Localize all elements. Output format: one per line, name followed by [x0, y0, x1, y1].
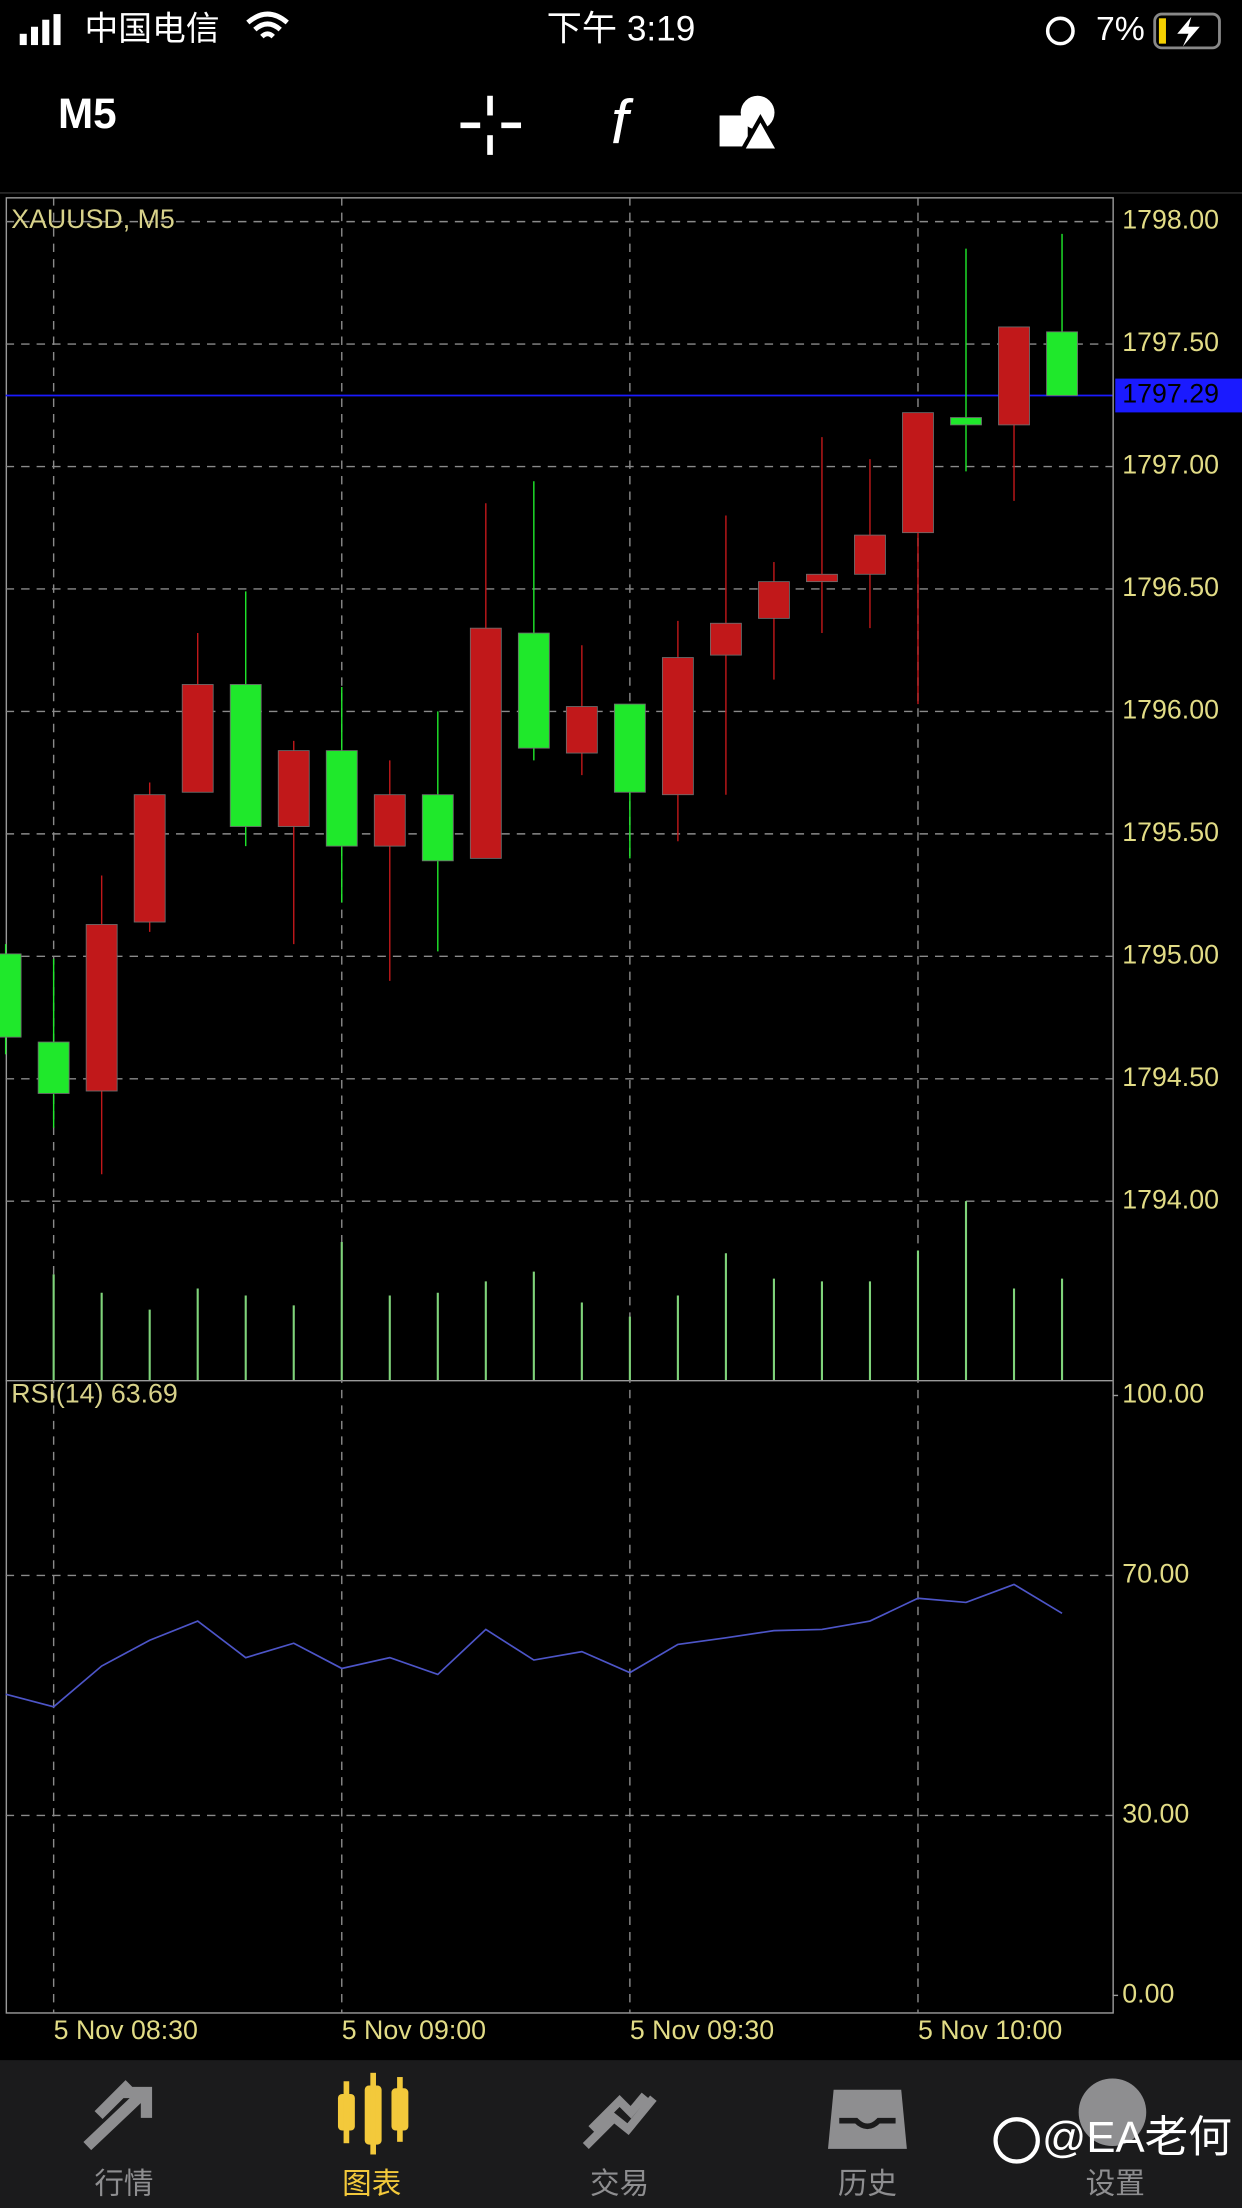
y-tick-label: 1798.00 [1122, 205, 1219, 235]
candle-body [902, 412, 934, 534]
y-tick-label: 70.00 [1122, 1559, 1189, 1589]
candle [613, 703, 646, 859]
candle [902, 412, 934, 705]
y-tick-label: 1797.00 [1122, 450, 1219, 480]
candle-body [373, 794, 406, 847]
candle [517, 481, 550, 761]
candle [325, 686, 358, 903]
candle [421, 711, 454, 952]
candle [133, 782, 166, 932]
tab-icons [83, 2072, 1147, 2155]
candle-body [758, 581, 790, 619]
chart-title: XAUUSD, M5 [11, 204, 175, 234]
candle-body [277, 750, 310, 827]
tab-label[interactable]: 历史 [838, 2167, 897, 2200]
rsi-title: RSI(14) 63.69 [11, 1379, 178, 1409]
candle [709, 515, 742, 795]
current-price-label: 1797.29 [1122, 379, 1219, 409]
y-tick-label: 100.00 [1122, 1379, 1204, 1409]
tab-label[interactable]: 行情 [94, 2167, 153, 2200]
candle [854, 459, 886, 629]
chart-layer: 1798.00 1797.50 1797.00 1796.50 1796.00 1795.… [0, 197, 1242, 2045]
candle-body [854, 534, 886, 575]
x-tick-label: 5 Nov 09:00 [342, 2015, 486, 2045]
candle-body [1046, 331, 1078, 396]
candle [373, 760, 406, 981]
candle [998, 326, 1030, 501]
battery-percent: 7% [1096, 10, 1145, 48]
candle-body [517, 632, 550, 749]
y-tick-label: 30.00 [1122, 1798, 1189, 1828]
tab-label[interactable]: 设置 [1086, 2167, 1145, 2200]
watermark: @EA老何 [993, 2113, 1232, 2164]
candle-body [565, 706, 598, 754]
candle-body [181, 684, 214, 793]
y-tick-label: 1796.00 [1122, 694, 1219, 724]
candle-body [133, 794, 166, 923]
candle-body [950, 417, 982, 426]
watermark-text: @EA老何 [1042, 2113, 1232, 2162]
candle [277, 740, 310, 945]
crosshair-icon[interactable] [460, 95, 522, 155]
candle-body [325, 750, 358, 847]
current-price-box [1115, 378, 1242, 413]
chart-frame [5, 197, 1114, 2014]
candle [806, 437, 838, 634]
candle [37, 958, 70, 1128]
candle [950, 248, 982, 472]
candle-body [229, 684, 262, 827]
timeframe[interactable]: M5 [58, 90, 117, 137]
candle [181, 633, 214, 793]
x-tick-label: 5 Nov 09:30 [630, 2015, 774, 2045]
tab-labels: 行情 图表 交易 历史 设置 [94, 2167, 1144, 2200]
candle-body [421, 794, 454, 862]
x-tick-label: 5 Nov 08:30 [54, 2015, 198, 2045]
y-tick-label: 1797.50 [1122, 327, 1219, 357]
y-tick-label: 1794.50 [1122, 1062, 1219, 1092]
y-tick-label: 1796.50 [1122, 572, 1219, 602]
candle-body [998, 326, 1030, 426]
y-tick-label: 1794.00 [1122, 1184, 1219, 1214]
candle [661, 620, 694, 842]
candle-body [37, 1041, 70, 1094]
candle [0, 944, 22, 1055]
candle-body [806, 573, 838, 583]
tab-label[interactable]: 交易 [590, 2167, 649, 2200]
y-tick-label: 0.00 [1122, 1978, 1174, 2008]
candle-body [469, 627, 502, 859]
candle [469, 503, 502, 859]
y-tick-label: 1795.50 [1122, 817, 1219, 847]
y-tick-label: 1795.00 [1122, 939, 1219, 969]
candle-body [661, 657, 694, 796]
status-bar: 中国电信 下午 3:19 7% [19, 9, 1221, 50]
carrier: 中国电信 [84, 10, 219, 48]
candle [758, 562, 790, 680]
candle [229, 591, 262, 847]
rsi-line [5, 1583, 1063, 1708]
candle [85, 875, 118, 1175]
candle [565, 645, 598, 776]
candle-body [613, 703, 646, 793]
candle-body [0, 953, 22, 1038]
objects-icon[interactable] [719, 95, 783, 153]
candle-body [85, 924, 118, 1092]
candle-body [709, 622, 742, 656]
candle [1046, 233, 1078, 396]
x-tick-label: 5 Nov 10:00 [918, 2015, 1062, 2045]
tab-label[interactable]: 图表 [342, 2167, 401, 2200]
clock: 下午 3:19 [547, 9, 696, 48]
